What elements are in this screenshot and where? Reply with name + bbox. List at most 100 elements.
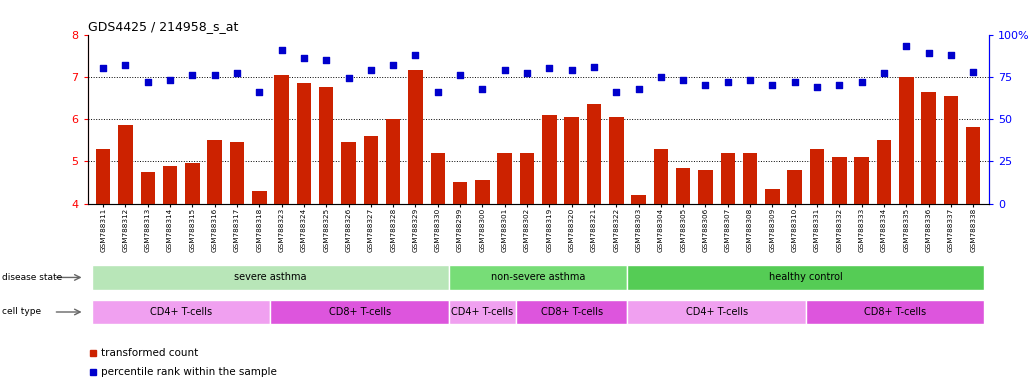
- Bar: [810, 149, 824, 204]
- Point: [809, 84, 825, 90]
- Point: [764, 82, 781, 88]
- Bar: [654, 149, 668, 204]
- Point: [496, 67, 513, 73]
- Bar: [96, 149, 110, 204]
- Point: [519, 70, 536, 76]
- Point: [697, 82, 714, 88]
- Bar: [877, 140, 891, 204]
- Bar: [698, 170, 713, 204]
- Bar: [341, 142, 355, 204]
- Bar: [449, 265, 627, 290]
- Bar: [542, 115, 556, 204]
- Bar: [721, 153, 735, 204]
- Point: [162, 77, 178, 83]
- Bar: [743, 153, 757, 204]
- Text: non-severe asthma: non-severe asthma: [491, 272, 585, 283]
- Bar: [252, 191, 267, 204]
- Bar: [587, 104, 602, 204]
- Point: [184, 72, 201, 78]
- Point: [742, 77, 758, 83]
- Bar: [609, 117, 623, 204]
- Text: transformed count: transformed count: [101, 348, 199, 358]
- Text: CD4+ T-cells: CD4+ T-cells: [451, 307, 514, 317]
- Bar: [520, 153, 535, 204]
- Point: [720, 79, 736, 85]
- Bar: [627, 265, 985, 290]
- Bar: [966, 127, 981, 204]
- Point: [296, 55, 312, 61]
- Point: [854, 79, 870, 85]
- Bar: [431, 153, 445, 204]
- Bar: [855, 157, 869, 204]
- Bar: [788, 170, 802, 204]
- Point: [95, 65, 111, 71]
- Point: [653, 74, 670, 80]
- Point: [139, 79, 156, 85]
- Bar: [207, 140, 221, 204]
- Point: [206, 72, 222, 78]
- Text: disease state: disease state: [2, 273, 62, 282]
- Point: [675, 77, 691, 83]
- Point: [385, 62, 402, 68]
- Point: [831, 82, 848, 88]
- Bar: [92, 300, 271, 324]
- Bar: [475, 180, 489, 204]
- Bar: [163, 166, 177, 204]
- Text: CD8+ T-cells: CD8+ T-cells: [541, 307, 603, 317]
- Text: cell type: cell type: [2, 308, 41, 316]
- Bar: [118, 126, 133, 204]
- Bar: [297, 83, 311, 204]
- Point: [921, 50, 937, 56]
- Text: CD8+ T-cells: CD8+ T-cells: [864, 307, 926, 317]
- Point: [474, 86, 490, 92]
- Bar: [274, 75, 288, 204]
- Point: [273, 47, 289, 53]
- Bar: [516, 300, 627, 324]
- Bar: [364, 136, 378, 204]
- Point: [541, 65, 557, 71]
- Bar: [408, 71, 422, 204]
- Bar: [92, 265, 449, 290]
- Bar: [497, 153, 512, 204]
- Bar: [921, 92, 936, 204]
- Point: [363, 67, 379, 73]
- Bar: [140, 172, 156, 204]
- Point: [452, 72, 469, 78]
- Bar: [386, 119, 401, 204]
- Point: [229, 70, 245, 76]
- Bar: [805, 300, 985, 324]
- Point: [318, 57, 335, 63]
- Point: [430, 89, 446, 95]
- Point: [630, 86, 647, 92]
- Bar: [449, 300, 516, 324]
- Point: [898, 43, 915, 50]
- Point: [407, 52, 423, 58]
- Bar: [319, 88, 334, 204]
- Point: [586, 64, 603, 70]
- Point: [563, 67, 580, 73]
- Point: [117, 62, 134, 68]
- Point: [340, 75, 356, 81]
- Bar: [676, 168, 690, 204]
- Bar: [185, 164, 200, 204]
- Bar: [832, 157, 847, 204]
- Bar: [564, 117, 579, 204]
- Bar: [899, 77, 914, 204]
- Point: [787, 79, 803, 85]
- Text: CD4+ T-cells: CD4+ T-cells: [686, 307, 748, 317]
- Bar: [631, 195, 646, 204]
- Bar: [627, 300, 805, 324]
- Text: GDS4425 / 214958_s_at: GDS4425 / 214958_s_at: [88, 20, 238, 33]
- Bar: [765, 189, 780, 204]
- Point: [251, 89, 268, 95]
- Bar: [230, 142, 244, 204]
- Bar: [943, 96, 958, 204]
- Text: CD8+ T-cells: CD8+ T-cells: [329, 307, 390, 317]
- Point: [965, 69, 982, 75]
- Text: severe asthma: severe asthma: [234, 272, 307, 283]
- Bar: [271, 300, 449, 324]
- Text: healthy control: healthy control: [769, 272, 843, 283]
- Point: [942, 52, 959, 58]
- Point: [608, 89, 624, 95]
- Text: CD4+ T-cells: CD4+ T-cells: [150, 307, 212, 317]
